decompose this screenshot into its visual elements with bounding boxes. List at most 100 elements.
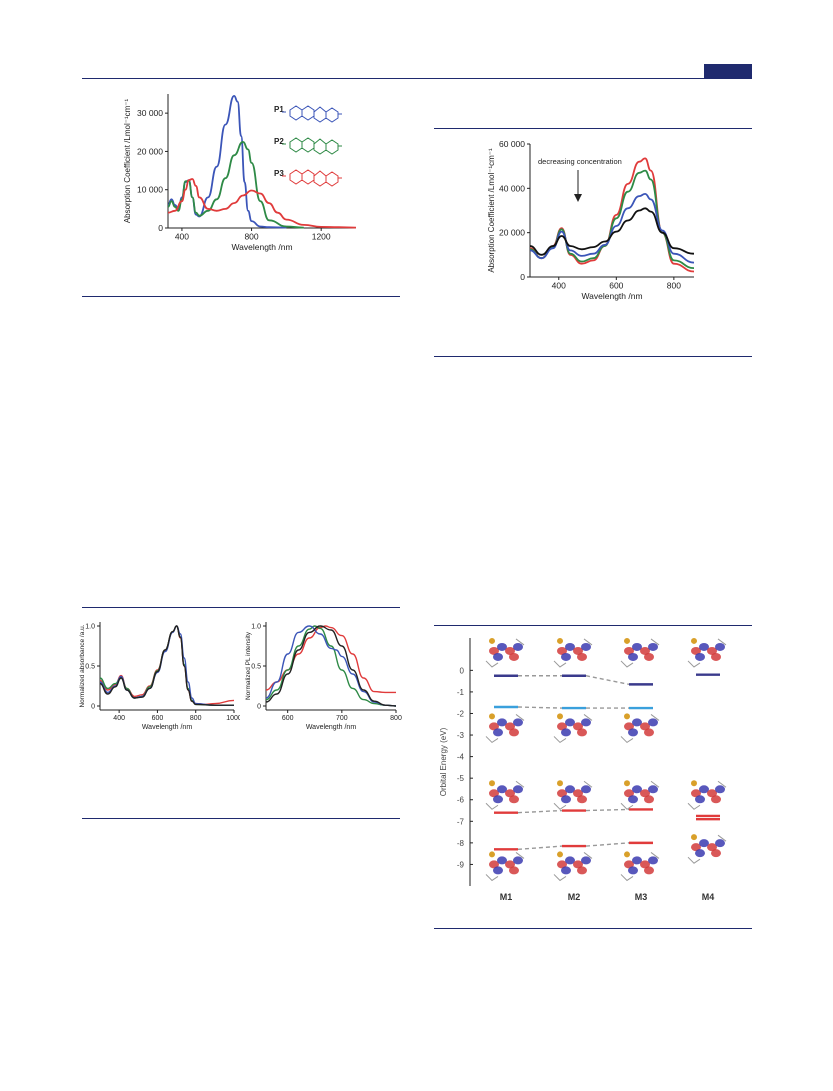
orbital-picture-homo-m2 bbox=[553, 780, 593, 810]
figure-d-orbital-energy: 0 -1 -2 -3 -4 -5 -6 -7 -8 -9 Orbital Energy (eV) M1… bbox=[439, 637, 727, 902]
y-axis-label: Absorption Coefficient /Lmol⁻¹cm⁻¹ bbox=[487, 148, 496, 273]
orbital-picture-lumo-m3 bbox=[620, 713, 660, 744]
legend-label-p3: P3 bbox=[274, 169, 284, 178]
level-connector-homo bbox=[585, 808, 630, 812]
series-line-1 bbox=[529, 169, 695, 269]
header-rule bbox=[82, 78, 752, 79]
orbital-picture-lumo1-m4 bbox=[687, 637, 727, 668]
y-tick-label: -6 bbox=[457, 796, 465, 805]
y-tick-label: 20 000 bbox=[499, 228, 525, 238]
figure-c-normalized-absorbance: 400 600 800 1000 0 0.5 1.0 Wavelength /nm Normal… bbox=[79, 622, 240, 731]
y-tick-label: 10 000 bbox=[137, 185, 163, 195]
x-axis-label: Wavelength /nm bbox=[142, 724, 192, 731]
structure-icon-p1 bbox=[282, 105, 342, 123]
figure-c-normalized-pl: 600 700 800 0 0.5 1.0 Wavelength /nm Normalized… bbox=[245, 622, 402, 731]
level-connector-homo bbox=[517, 809, 563, 814]
y-axis-label: Orbital Energy (eV) bbox=[439, 727, 448, 796]
orbital-picture-homo1-m4 bbox=[687, 834, 727, 864]
series-line-1 bbox=[265, 625, 397, 707]
x-tick-label: 800 bbox=[390, 715, 402, 722]
orbital-picture-homo1-m3 bbox=[620, 851, 660, 882]
y-axis-label: Normalized PL intensity bbox=[245, 631, 252, 700]
x-tick-label: 800 bbox=[190, 715, 202, 722]
level-connector-homo1 bbox=[585, 842, 630, 847]
structure-icon-p2 bbox=[282, 137, 342, 155]
orbital-picture-homo1-m2 bbox=[553, 851, 593, 882]
x-tick-label: 800 bbox=[667, 281, 681, 291]
figure-a-absorption: 400 800 1200 0 10 000 20 000 30 000 Wavelength … bbox=[123, 94, 357, 252]
orbital-picture-lumo1-m2 bbox=[553, 637, 593, 668]
x-tick-label: 800 bbox=[244, 232, 258, 242]
y-tick-label: 40 000 bbox=[499, 183, 525, 193]
series-line-1 bbox=[99, 625, 234, 706]
header-tab bbox=[704, 64, 752, 78]
orbital-picture-homo1-m1 bbox=[485, 851, 525, 882]
y-tick-label: 0 bbox=[520, 272, 525, 282]
level-connector-homo1 bbox=[517, 845, 563, 851]
orbital-picture-lumo-m1 bbox=[485, 713, 525, 744]
y-axis-label: Absorption Coefficient /Lmol⁻¹cm⁻¹ bbox=[123, 98, 132, 223]
x-tick-label: 1200 bbox=[312, 232, 331, 242]
y-tick-label: -4 bbox=[457, 753, 465, 762]
figure-b-top-rule bbox=[434, 128, 752, 129]
y-tick-label: -3 bbox=[457, 731, 465, 740]
figure-a-bottom-rule bbox=[82, 296, 400, 297]
column-label-m2: M2 bbox=[568, 892, 581, 902]
figure-c-bottom-rule bbox=[82, 818, 400, 819]
column-label-m4: M4 bbox=[702, 892, 715, 902]
y-tick-label: -1 bbox=[457, 688, 465, 697]
series-line-2 bbox=[265, 625, 397, 707]
series-line-p2 bbox=[167, 140, 304, 229]
figure-b-bottom-rule bbox=[434, 356, 752, 357]
x-tick-label: 400 bbox=[552, 281, 566, 291]
y-tick-label: 0 bbox=[91, 703, 95, 710]
y-tick-label: -2 bbox=[457, 709, 465, 718]
x-tick-label: 400 bbox=[175, 232, 189, 242]
orbital-picture-homo-m3 bbox=[620, 780, 660, 810]
orbital-picture-lumo-m2 bbox=[553, 713, 593, 744]
series-line-3 bbox=[99, 625, 234, 706]
y-tick-label: 0 bbox=[460, 666, 465, 675]
legend-label-p2: P2 bbox=[274, 137, 284, 146]
y-tick-label: 0 bbox=[158, 223, 163, 233]
legend-label-p1: P1 bbox=[274, 105, 284, 114]
x-tick-label: 1000 bbox=[226, 715, 240, 722]
series-line-3 bbox=[529, 207, 695, 256]
y-tick-label: 60 000 bbox=[499, 139, 525, 149]
x-axis-label: Wavelength /nm bbox=[581, 291, 642, 301]
series-line-0 bbox=[99, 625, 235, 706]
series-line-3 bbox=[265, 625, 397, 707]
column-label-m1: M1 bbox=[500, 892, 513, 902]
y-tick-label: -5 bbox=[457, 774, 465, 783]
level-connector-lumo bbox=[517, 706, 563, 709]
figure-d-bottom-rule bbox=[434, 928, 752, 929]
orbital-picture-homo-m1 bbox=[485, 780, 525, 810]
y-tick-label: -8 bbox=[457, 839, 465, 848]
y-tick-label: 20 000 bbox=[137, 146, 163, 156]
structure-icon-p3 bbox=[282, 169, 342, 187]
figure-d-top-rule bbox=[434, 625, 752, 626]
x-tick-label: 600 bbox=[282, 715, 294, 722]
x-axis-label: Wavelength /nm bbox=[231, 242, 292, 252]
series-line-2 bbox=[99, 625, 234, 706]
x-tick-label: 600 bbox=[609, 281, 623, 291]
annotation-arrow-head bbox=[574, 194, 582, 202]
y-tick-label: 1.0 bbox=[85, 623, 95, 630]
figure-c-top-rule bbox=[82, 607, 400, 608]
y-tick-label: 0.5 bbox=[251, 663, 261, 670]
y-tick-label: -7 bbox=[457, 817, 465, 826]
figure-b-concentration: 400 600 800 0 20 000 40 000 60 000 Wavelength /… bbox=[487, 139, 695, 301]
series-line-0 bbox=[265, 625, 396, 694]
orbital-picture-homo-m4 bbox=[687, 780, 727, 810]
series-line-p3 bbox=[167, 178, 357, 229]
x-tick-label: 400 bbox=[113, 715, 125, 722]
annotation-text: decreasing concentration bbox=[538, 157, 622, 166]
level-connector-lumo1 bbox=[585, 675, 630, 686]
y-tick-label: 0 bbox=[257, 703, 261, 710]
y-axis-label: Normalized absorbance /a.u. bbox=[79, 624, 86, 707]
y-tick-label: 30 000 bbox=[137, 108, 163, 118]
x-tick-label: 700 bbox=[336, 715, 348, 722]
y-tick-label: 0.5 bbox=[85, 663, 95, 670]
y-tick-label: -9 bbox=[457, 860, 465, 869]
y-tick-label: 1.0 bbox=[251, 623, 261, 630]
